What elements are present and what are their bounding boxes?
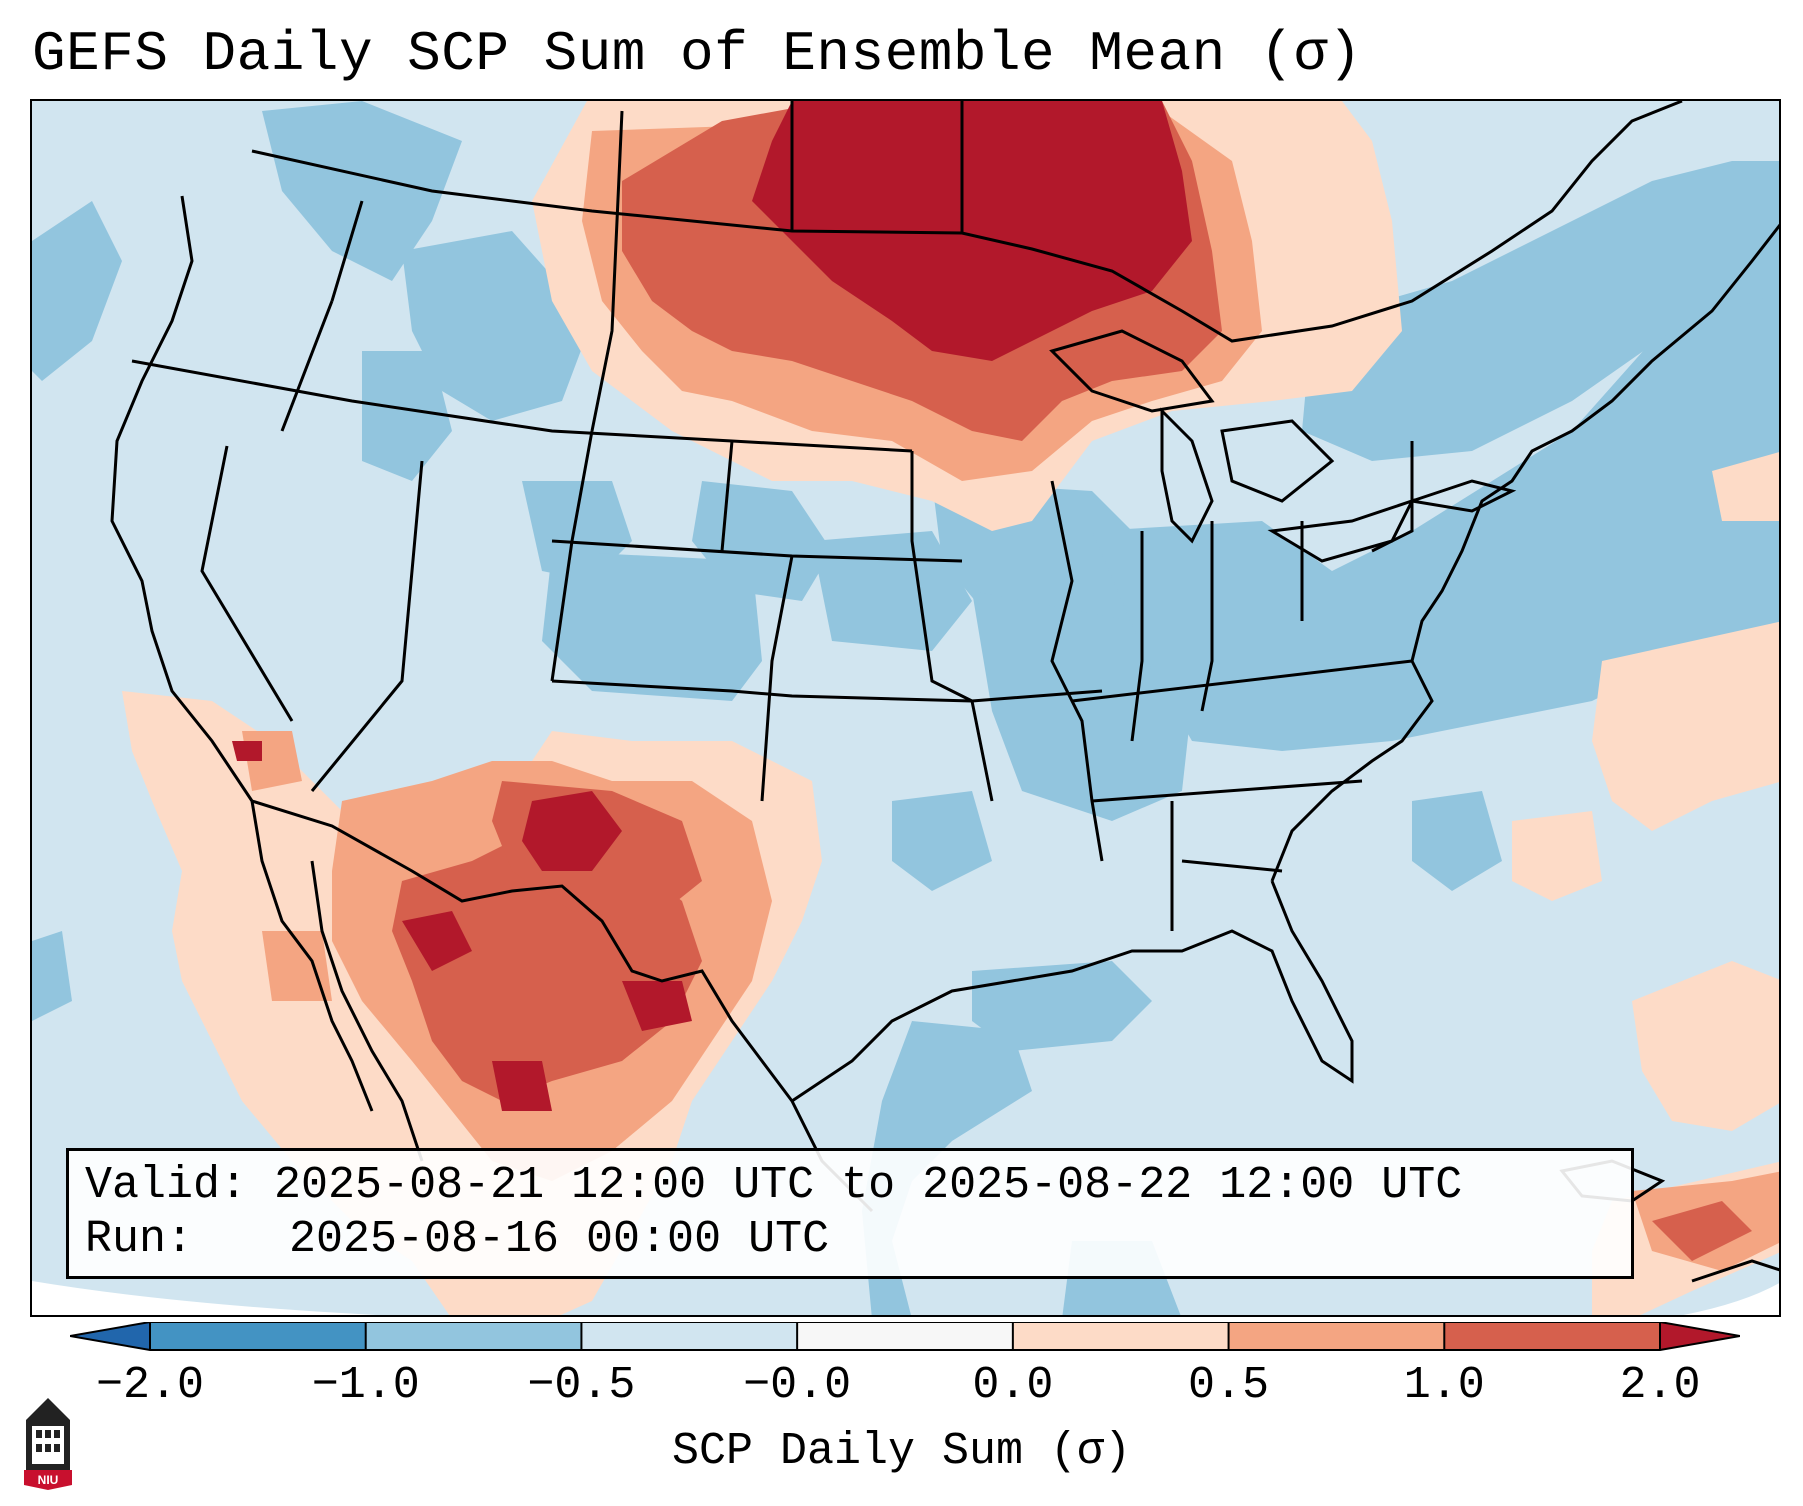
map-panel bbox=[30, 99, 1781, 1317]
colorbar-extend-high bbox=[1660, 1322, 1740, 1350]
colorbar-segment bbox=[581, 1322, 798, 1350]
tick-label: −0.0 bbox=[743, 1360, 852, 1411]
tick-label: 0.5 bbox=[1188, 1360, 1270, 1411]
colorbar-segment bbox=[797, 1322, 1014, 1350]
scp-map bbox=[32, 101, 1779, 1315]
strong-positive-regions bbox=[232, 101, 1192, 1111]
tick-label: −1.0 bbox=[311, 1360, 420, 1411]
projection-edge bbox=[32, 1281, 378, 1315]
colorbar-segment bbox=[150, 1322, 367, 1350]
tick-label: −2.0 bbox=[95, 1360, 205, 1411]
projection-edge bbox=[1683, 1283, 1779, 1315]
tick-label: 2.0 bbox=[1619, 1360, 1701, 1411]
run-line: Run: 2025-08-16 00:00 UTC bbox=[85, 1213, 1615, 1267]
colorbar-tickmarks bbox=[149, 1322, 1661, 1350]
colorbar-extend-low bbox=[70, 1322, 150, 1350]
logo-text: NIU bbox=[38, 1473, 59, 1487]
valid-line: Valid: 2025-08-21 12:00 UTC to 2025-08-2… bbox=[85, 1159, 1615, 1213]
colorbar-segment bbox=[1228, 1322, 1445, 1350]
run-value: 2025-08-16 00:00 UTC bbox=[289, 1214, 830, 1265]
chart-title: GEFS Daily SCP Sum of Ensemble Mean (σ) bbox=[32, 22, 1363, 86]
colorbar-segments bbox=[150, 1322, 1661, 1350]
colorbar-outline bbox=[70, 1322, 1740, 1351]
valid-label: Valid: bbox=[85, 1160, 248, 1211]
colorbar-segment bbox=[1012, 1322, 1230, 1350]
niu-logo: NIU bbox=[24, 1398, 72, 1490]
colorbar bbox=[70, 1322, 1740, 1351]
colorbar-label: SCP Daily Sum (σ) bbox=[671, 1426, 1132, 1477]
tick-label: 1.0 bbox=[1403, 1360, 1485, 1411]
great-lakes bbox=[1049, 329, 1517, 563]
boundary-lines bbox=[110, 101, 1779, 1213]
run-label: Run: bbox=[85, 1214, 194, 1265]
colorbar-segment bbox=[365, 1322, 582, 1350]
colorbar-segment bbox=[1444, 1322, 1661, 1350]
tick-label: 0.0 bbox=[972, 1360, 1054, 1411]
negative-anomaly-regions bbox=[32, 101, 1779, 1315]
validity-info-box: Valid: 2025-08-21 12:00 UTC to 2025-08-2… bbox=[66, 1148, 1634, 1279]
tick-label: −0.5 bbox=[527, 1360, 636, 1411]
valid-value: 2025-08-21 12:00 UTC to 2025-08-22 12:00… bbox=[274, 1160, 1463, 1211]
